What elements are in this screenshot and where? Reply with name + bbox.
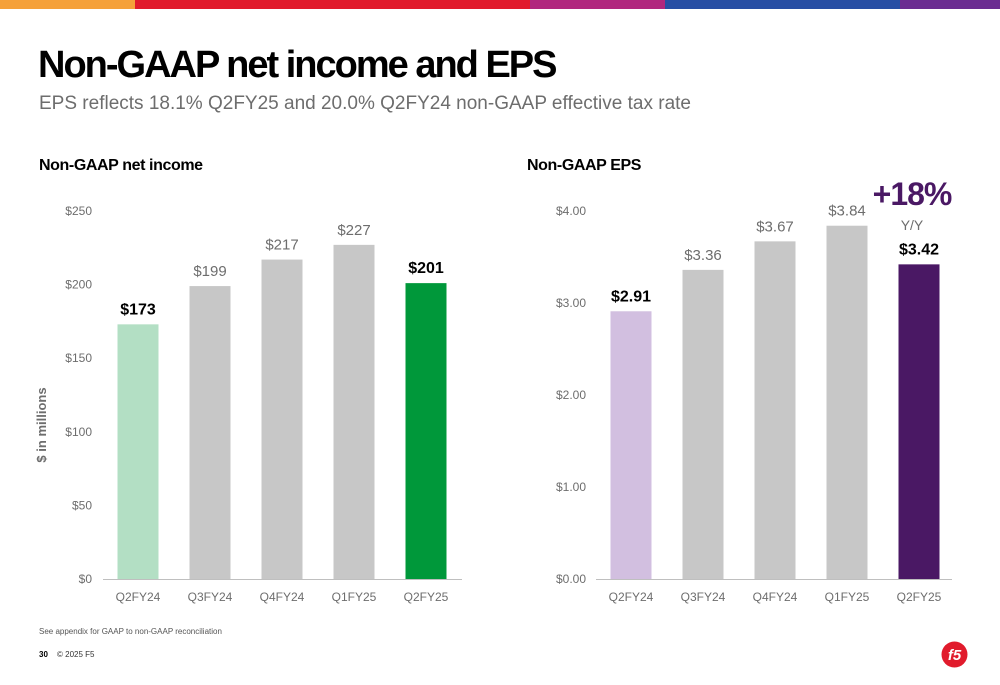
brand-color-band — [0, 0, 1000, 9]
x-tick-label: Q2FY24 — [609, 590, 654, 604]
y-tick-label: $3.00 — [556, 296, 586, 310]
bar — [682, 269, 724, 579]
data-label: $217 — [265, 237, 298, 254]
net-income-chart-title: Non-GAAP net income — [39, 157, 203, 174]
data-label: $2.91 — [611, 288, 651, 305]
copyright: © 2025 F5 — [57, 650, 95, 659]
eps-chart-title: Non-GAAP EPS — [527, 157, 642, 174]
x-tick-label: Q1FY25 — [825, 590, 870, 604]
y-tick-label: $4.00 — [556, 204, 586, 218]
x-tick-label: Q2FY24 — [116, 590, 161, 604]
bar — [333, 244, 375, 579]
data-label: $201 — [408, 260, 444, 277]
x-tick-label: Q4FY24 — [260, 590, 305, 604]
y-tick-label: $0 — [79, 572, 93, 586]
yoy-annotation-subtext: Y/Y — [901, 217, 924, 233]
x-tick-label: Q2FY25 — [404, 590, 449, 604]
brand-band-segment — [0, 0, 135, 9]
data-label: $3.67 — [756, 218, 794, 235]
bar — [261, 259, 303, 579]
data-label: $173 — [120, 301, 156, 318]
brand-band-segment — [530, 0, 665, 9]
bar — [117, 324, 159, 579]
brand-band-segment — [900, 0, 1000, 9]
x-tick-label: Q4FY24 — [753, 590, 798, 604]
footnote: See appendix for GAAP to non-GAAP reconc… — [39, 627, 222, 636]
data-label: $3.36 — [684, 247, 722, 264]
eps-bar-chart: $0.00 $1.00 $2.00 $3.00 $4.00 $2.91 Q2FY24 $3.3… — [556, 176, 953, 604]
f5-logo-icon: f5 — [941, 641, 968, 668]
data-label: $3.42 — [899, 241, 939, 258]
y-tick-label: $200 — [65, 278, 92, 292]
bar — [898, 264, 940, 579]
page-number: 30 — [39, 650, 48, 659]
data-label: $199 — [193, 263, 226, 280]
y-tick-label: $50 — [72, 498, 92, 512]
x-tick-label: Q3FY24 — [188, 590, 233, 604]
y-tick-label: $150 — [65, 351, 92, 365]
data-label: $227 — [337, 222, 370, 239]
brand-band-segment — [135, 0, 530, 9]
y-tick-label: $2.00 — [556, 388, 586, 402]
net-income-bar-chart: $0 $50 $100 $150 $200 $250 $173 Q2FY24 $199 Q3FY2… — [34, 204, 462, 604]
y-tick-label: $100 — [65, 425, 92, 439]
y-tick-label: $250 — [65, 204, 92, 218]
bar — [754, 241, 796, 580]
x-tick-label: Q1FY25 — [332, 590, 377, 604]
brand-band-segment — [665, 0, 900, 9]
svg-text:f5: f5 — [948, 647, 962, 664]
page-title: Non-GAAP net income and EPS — [38, 44, 557, 86]
x-tick-label: Q2FY25 — [897, 590, 942, 604]
page-subtitle: EPS reflects 18.1% Q2FY25 and 20.0% Q2FY… — [39, 93, 691, 114]
bar — [826, 225, 868, 579]
y-tick-label: $0.00 — [556, 572, 586, 586]
x-tick-label: Q3FY24 — [681, 590, 726, 604]
bar — [189, 286, 231, 579]
bar — [405, 283, 447, 579]
data-label: $3.84 — [828, 203, 866, 220]
y-axis-label: $ in millions — [34, 387, 49, 462]
y-tick-label: $1.00 — [556, 480, 586, 494]
yoy-growth-annotation: +18% — [873, 176, 952, 212]
bar — [610, 311, 652, 579]
